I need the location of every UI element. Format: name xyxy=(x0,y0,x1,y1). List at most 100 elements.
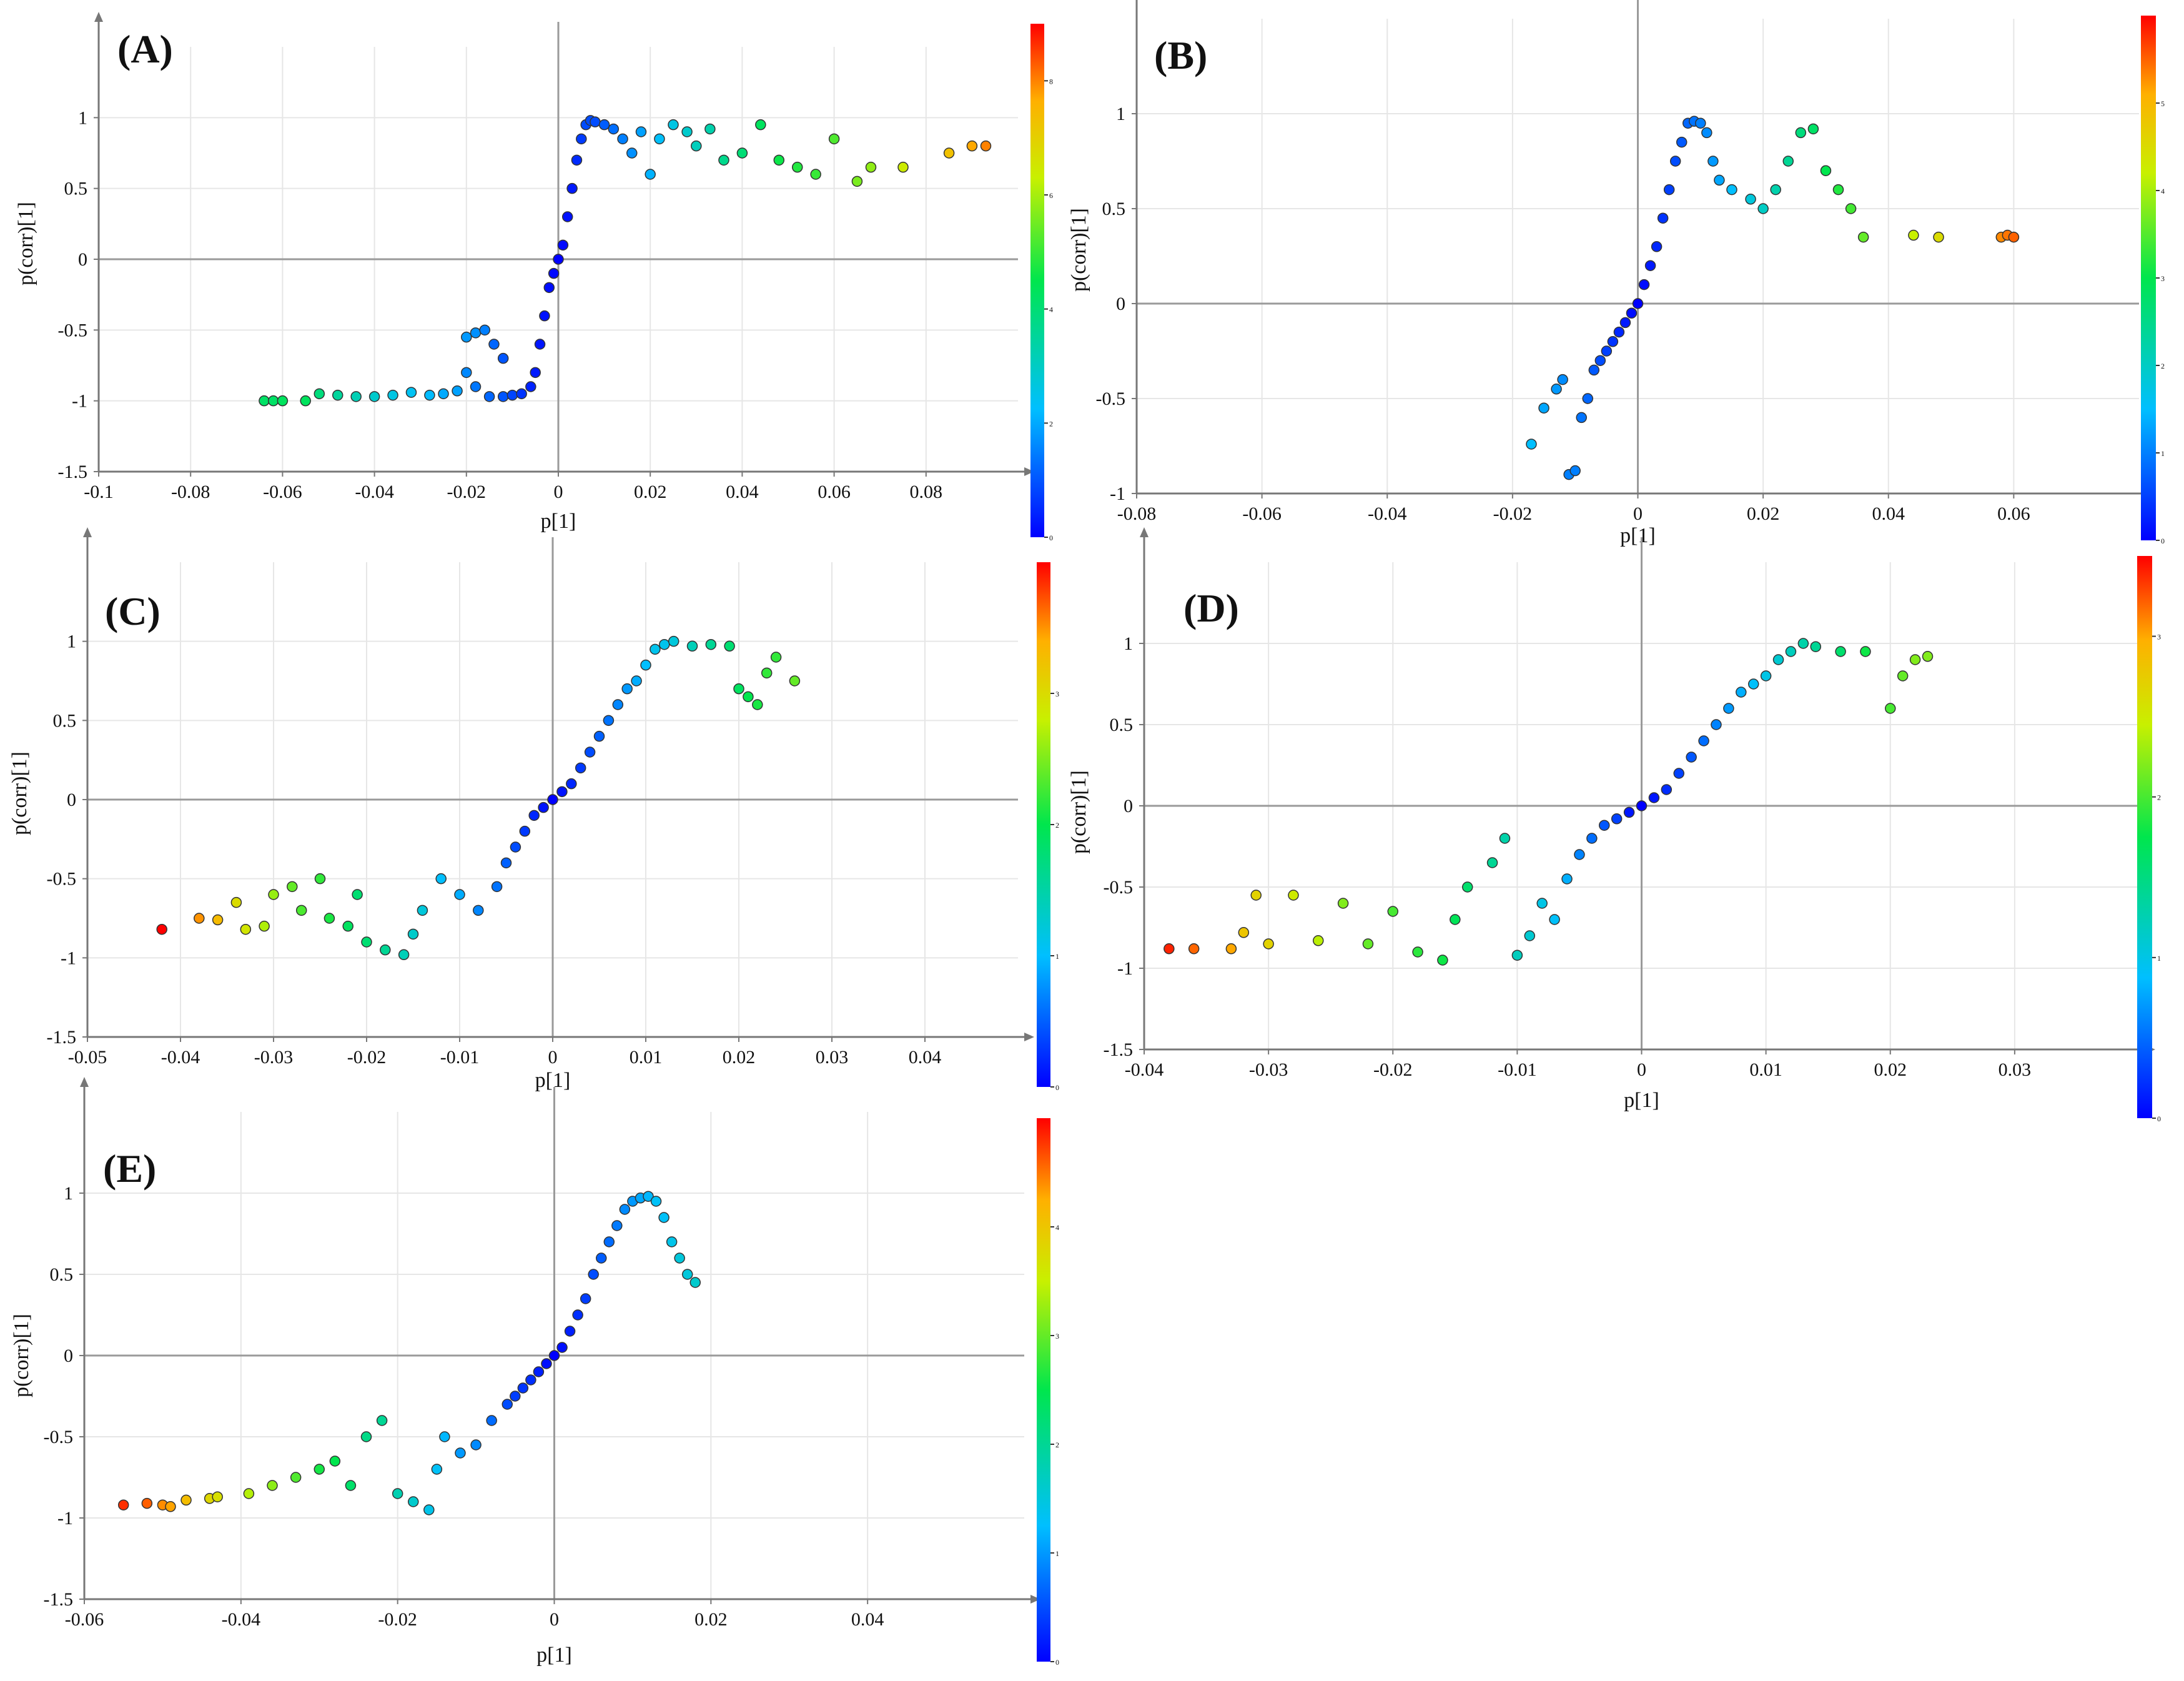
x-tick-label: -0.04 xyxy=(222,1609,261,1630)
data-point xyxy=(645,169,656,180)
data-point xyxy=(1785,646,1797,657)
x-tick-label: -0.02 xyxy=(347,1047,387,1068)
colorbar-tick-label: 2 xyxy=(1049,419,1053,428)
data-point xyxy=(1897,670,1909,682)
data-point xyxy=(380,944,391,956)
colorbar-tick-label: 3 xyxy=(2157,633,2161,642)
y-tick-label: 1 xyxy=(78,107,87,128)
data-point xyxy=(165,1501,176,1512)
colorbar-tick-label: 6 xyxy=(1049,191,1053,200)
data-point xyxy=(438,388,449,400)
data-point xyxy=(1810,641,1822,652)
data-point xyxy=(1747,678,1759,690)
x-tick-label: -0.03 xyxy=(1249,1059,1288,1080)
data-point xyxy=(1588,364,1600,376)
data-point xyxy=(194,913,205,924)
y-tick-label: 1 xyxy=(1124,633,1133,654)
data-point xyxy=(491,881,503,893)
colorbar-tick-label: 1 xyxy=(1055,952,1059,961)
data-point xyxy=(556,1342,568,1353)
panel-e: -0.06 -0.04 -0.02 0 0.02 0.04 -1.5 -1 -0.5 0 0.5 1 p… xyxy=(10,1077,1059,1667)
data-point xyxy=(1619,317,1631,329)
x-tick-label: -0.02 xyxy=(1493,503,1533,524)
data-point xyxy=(361,936,372,948)
data-point xyxy=(360,1431,372,1442)
colorbar-tick-label: 3 xyxy=(2161,274,2165,283)
data-point xyxy=(584,746,596,758)
data-point xyxy=(141,1497,153,1509)
data-point xyxy=(770,652,782,663)
x-tick-label: 0.02 xyxy=(1747,503,1780,524)
data-point xyxy=(1726,184,1737,196)
data-point xyxy=(980,140,992,152)
x-tick-label: -0.04 xyxy=(355,482,394,502)
data-point xyxy=(564,1326,576,1337)
data-point xyxy=(431,1464,443,1475)
y-tick-label: 1 xyxy=(67,632,76,652)
colorbar-tick-label: 8 xyxy=(1049,77,1053,86)
y-tick-label: -0.5 xyxy=(44,1427,74,1447)
colorbar-tick-label: 1 xyxy=(1055,1549,1059,1558)
x-axis-title: p[1] xyxy=(1624,1089,1659,1112)
data-point xyxy=(596,1252,607,1264)
data-point xyxy=(1599,820,1610,831)
data-point xyxy=(525,381,536,392)
data-point xyxy=(718,154,729,166)
data-point xyxy=(180,1494,192,1506)
x-tick-label: -0.08 xyxy=(171,482,210,502)
x-tick-label: -0.08 xyxy=(1117,503,1157,524)
data-point xyxy=(1574,849,1585,860)
panel-d: -0.04 -0.03 -0.02 -0.01 0 0.01 0.02 0.03 -1.5 -1 -… xyxy=(1067,527,2161,1123)
y-tick-label: 0.5 xyxy=(1102,199,1126,219)
data-point xyxy=(1450,914,1461,925)
data-point xyxy=(681,1269,693,1280)
data-point xyxy=(543,282,555,294)
y-tick-label: 0 xyxy=(1116,294,1125,314)
data-point xyxy=(525,1374,536,1386)
y-tick-label: -0.5 xyxy=(58,320,88,340)
data-point xyxy=(1636,800,1648,811)
data-point xyxy=(342,920,353,932)
data-point xyxy=(1623,806,1635,818)
x-tick-label: 0.08 xyxy=(910,482,943,502)
x-tick-label: -0.02 xyxy=(378,1609,417,1630)
data-point xyxy=(686,640,698,652)
x-tick-label: -0.04 xyxy=(1368,503,1407,524)
data-point xyxy=(212,1491,223,1502)
data-point xyxy=(650,1196,662,1207)
data-point xyxy=(1188,943,1200,955)
data-point xyxy=(851,176,863,187)
colorbar xyxy=(2141,16,2156,540)
data-point xyxy=(1711,719,1722,730)
y-tick-label: 0 xyxy=(67,790,76,810)
data-point xyxy=(408,1496,419,1507)
data-point xyxy=(534,339,546,350)
x-tick-label: 0.01 xyxy=(630,1047,663,1068)
data-point xyxy=(1499,833,1511,844)
data-point xyxy=(259,920,270,932)
y-tick-label: 0 xyxy=(1124,796,1133,816)
data-point xyxy=(598,119,610,131)
data-point xyxy=(332,389,343,401)
data-point xyxy=(1412,946,1423,958)
y-tick-label: -0.5 xyxy=(1104,877,1134,898)
data-point xyxy=(1797,638,1809,649)
data-point xyxy=(631,675,642,687)
data-point xyxy=(619,1204,631,1215)
data-point xyxy=(1795,127,1807,139)
data-point xyxy=(295,905,307,916)
data-point xyxy=(259,395,270,407)
data-point xyxy=(470,327,482,339)
data-point xyxy=(1908,229,1919,241)
data-point xyxy=(691,140,702,152)
data-point xyxy=(1648,792,1660,803)
colorbar-tick-label: 4 xyxy=(1055,1223,1059,1232)
data-point xyxy=(1613,326,1625,338)
data-point xyxy=(156,923,167,935)
x-axis-arrow-icon xyxy=(1030,1595,1040,1604)
colorbar-tick-label: 4 xyxy=(2161,187,2165,196)
data-point xyxy=(1707,156,1719,167)
data-point xyxy=(502,1399,513,1410)
data-point xyxy=(435,873,447,885)
